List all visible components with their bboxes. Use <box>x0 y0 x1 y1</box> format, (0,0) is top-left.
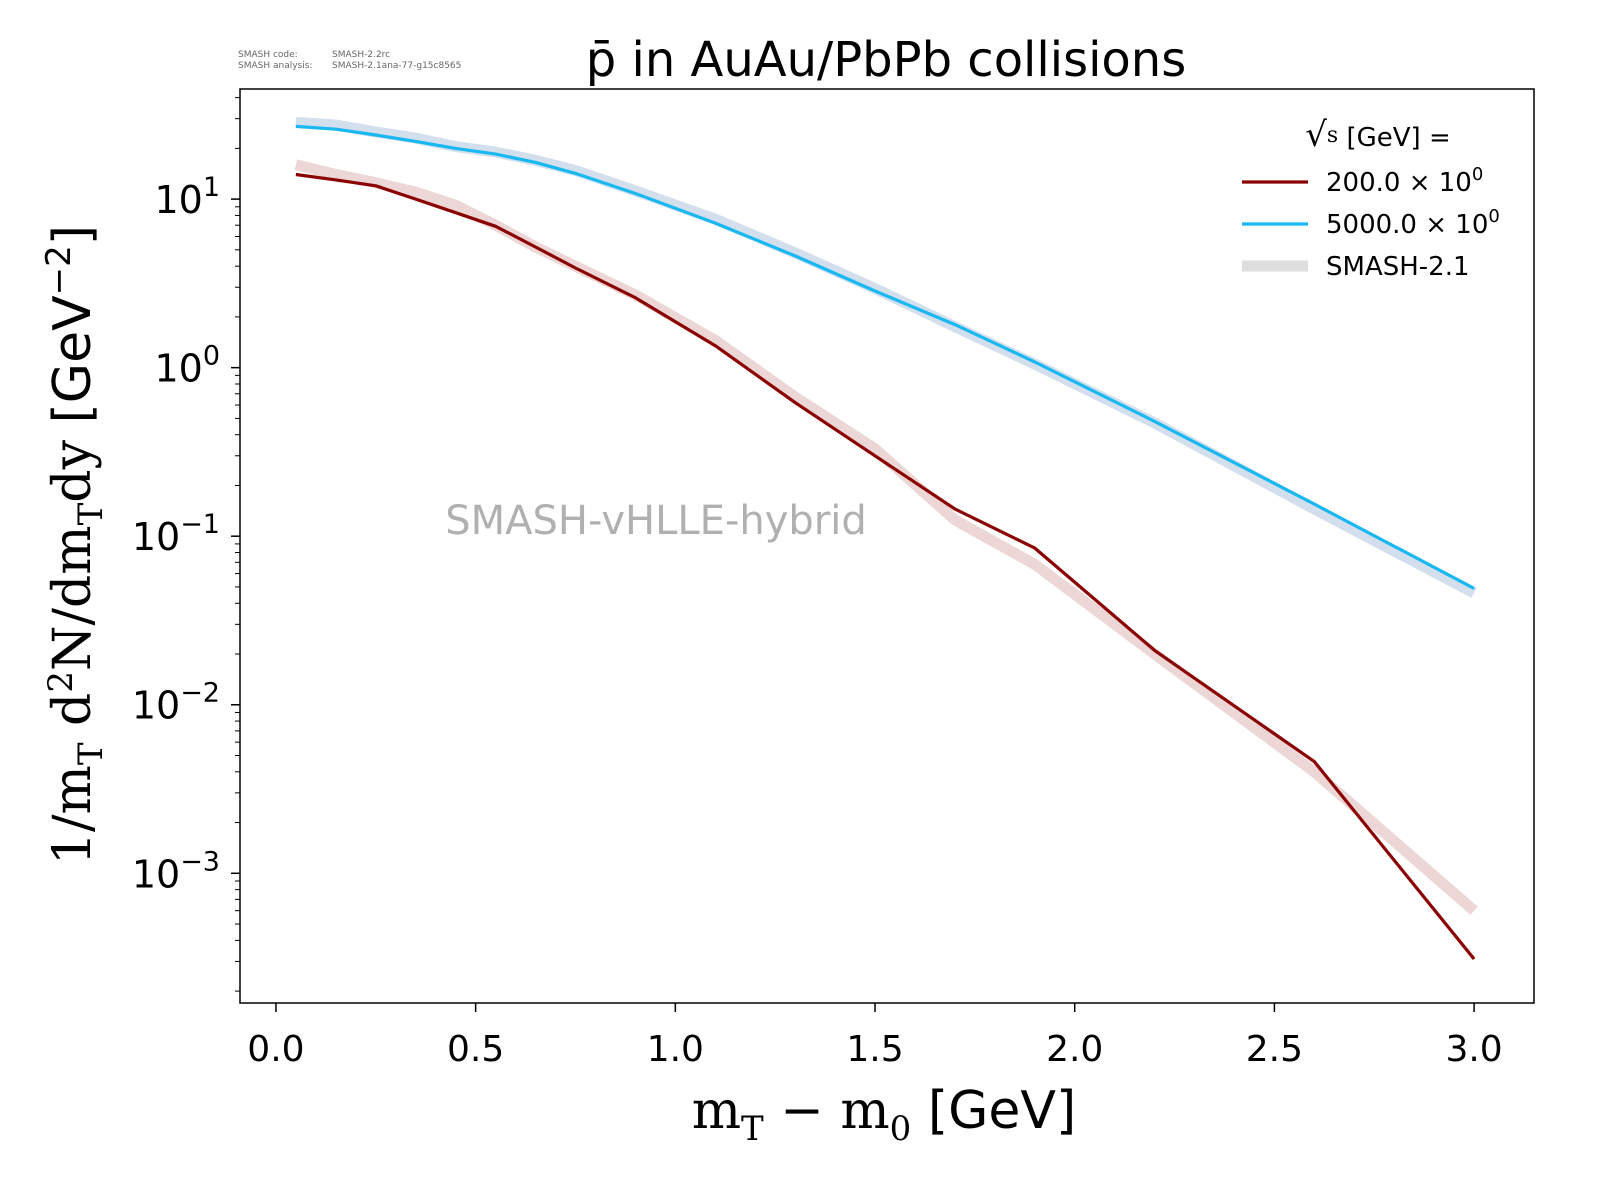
legend-label: SMASH-2.1 <box>1326 252 1470 282</box>
watermark: SMASH-vHLLE-hybrid <box>445 498 866 544</box>
legend-label: 5000.0 × 100 <box>1326 206 1500 240</box>
series-band-smash-2-1 <box>294 159 1478 915</box>
x-tick-label: 0.0 <box>247 1029 304 1070</box>
meta-code-value: SMASH-2.2rc <box>332 50 391 60</box>
metadata-block: SMASH code: SMASH-2.2rc SMASH analysis: SM… <box>238 50 461 72</box>
meta-analysis-value: SMASH-2.1ana-77-g15c8565 <box>332 61 462 71</box>
y-tick-label: 101 <box>154 172 220 222</box>
x-tick-label: 1.0 <box>647 1029 704 1070</box>
y-tick-label: 100 <box>154 341 220 391</box>
y-tick-label: 10−3 <box>132 846 220 896</box>
x-tick-label: 3.0 <box>1445 1029 1502 1070</box>
y-tick-label: 10−1 <box>132 509 220 559</box>
meta-analysis-label: SMASH analysis: <box>238 61 313 71</box>
legend-title: √s [GeV] = <box>1305 115 1451 155</box>
x-tick-label: 0.5 <box>447 1029 504 1070</box>
series-line-0 <box>295 172 1476 961</box>
x-tick-label: 2.0 <box>1046 1029 1103 1070</box>
x-axis-label: mT − m0 [GeV] <box>692 1081 1077 1149</box>
plot-frame <box>239 88 1535 1004</box>
meta-code-label: SMASH code: <box>238 50 298 60</box>
chart-title: p̄ in AuAu/PbPb collisions <box>586 32 1186 88</box>
x-tick-label: 2.5 <box>1246 1029 1303 1070</box>
legend-label: 200.0 × 100 <box>1326 164 1483 198</box>
y-axis-label: 1/mT d2N/dmTdy [GeV−2] <box>39 225 111 865</box>
series-layer <box>294 116 1478 961</box>
series-band-smash-2-1 <box>295 116 1477 598</box>
series-line-1 <box>295 124 1475 590</box>
legend: √s [GeV] = 200.0 × 100 5000.0 × 100 SMASH-… <box>1242 115 1500 282</box>
axis-layer: 0.0 0.5 1.0 1.5 2.0 2.5 3.0 101 100 10−1 10−2 10−3 <box>132 97 1503 1070</box>
x-tick-label: 1.5 <box>846 1029 903 1070</box>
y-tick-label: 10−2 <box>132 678 220 728</box>
